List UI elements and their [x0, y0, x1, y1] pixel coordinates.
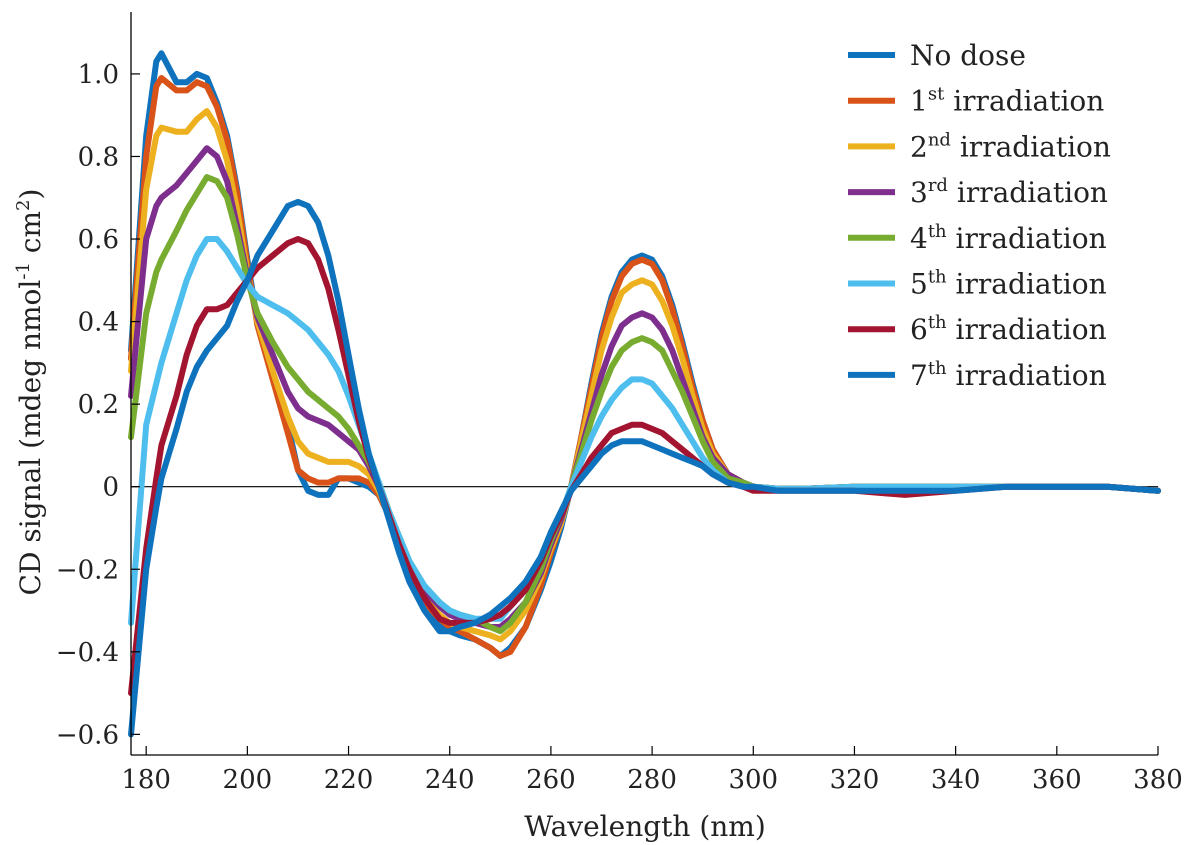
series-line-8: [128, 198, 1161, 738]
legend-label-main: 7: [910, 359, 928, 392]
x-axis-title: Wavelength (nm): [524, 810, 766, 843]
legend-label-sup: nd: [928, 129, 951, 150]
legend-label-8: 7th irradiation: [910, 358, 1107, 392]
y-tick-label: −0.4: [56, 638, 119, 668]
legend-label-main: 6: [910, 313, 928, 346]
legend-label-sup: st: [928, 84, 945, 105]
legend-label-sup: rd: [928, 175, 948, 196]
x-tick-label: 340: [931, 765, 981, 795]
legend-label-main: No dose: [910, 39, 1026, 72]
legend-label-5: 4th irradiation: [910, 221, 1107, 255]
legend-label-rest: irradiation: [947, 313, 1107, 346]
legend-label-main: 1: [910, 85, 928, 118]
x-tick-label: 380: [1133, 765, 1183, 795]
x-tick-label: 300: [728, 765, 778, 795]
y-axis-title-main: CD signal (mdeg nmol: [14, 280, 47, 596]
legend-label-rest: irradiation: [947, 222, 1107, 255]
legend-label-rest: irradiation: [948, 176, 1108, 209]
legend-label-4: 3rd irradiation: [910, 175, 1108, 209]
legend-label-6: 5th irradiation: [910, 267, 1107, 301]
legend-label-sup: th: [928, 312, 947, 333]
y-axis-title-sup1: -1: [13, 262, 34, 280]
legend-label-sup: th: [928, 267, 947, 288]
y-axis-title-mid: cm: [14, 211, 47, 262]
x-tick-label: 260: [526, 765, 576, 795]
x-tick-label: 200: [223, 765, 273, 795]
legend-label-rest: irradiation: [947, 359, 1107, 392]
legend-label-2: 1st irradiation: [910, 84, 1104, 118]
legend-label-main: 2: [910, 130, 928, 163]
x-tick-label: 360: [1032, 765, 1082, 795]
legend-label-sup: th: [928, 221, 947, 242]
x-tick-label: 220: [324, 765, 374, 795]
y-axis-title-sup2: 2: [13, 200, 34, 211]
x-tick-label: 240: [425, 765, 475, 795]
legend-label-1: No dose: [910, 39, 1026, 72]
y-tick-label: −0.2: [56, 555, 119, 585]
legend-label-main: 4: [910, 222, 928, 255]
y-tick-label: 1.0: [78, 60, 119, 90]
y-tick-label: −0.6: [56, 720, 119, 750]
legend-label-rest: irradiation: [947, 268, 1107, 301]
axes: 180 200 220 240 260 280 300 320 340 360 380−0.6−0.…: [56, 12, 1183, 795]
y-axis-title: CD signal (mdeg nmol-1 cm2): [13, 189, 47, 596]
legend-label-main: 5: [910, 268, 928, 301]
y-tick-label: 0.4: [78, 308, 119, 338]
series-line-7: [128, 236, 1161, 697]
y-tick-label: 0.6: [78, 225, 119, 255]
legend-label-sup: th: [928, 358, 947, 379]
legend-label-rest: irradiation: [951, 130, 1111, 163]
legend-label-3: 2nd irradiation: [910, 129, 1111, 163]
y-axis-title-end: ): [14, 189, 47, 200]
y-tick-label: 0.8: [78, 142, 119, 172]
series-line-5: [128, 174, 1161, 635]
plot-area: [128, 50, 1161, 738]
legend-label-rest: irradiation: [944, 85, 1104, 118]
x-tick-label: 280: [627, 765, 677, 795]
legend-label-main: 3: [910, 176, 928, 209]
y-tick-label: 0: [102, 473, 119, 503]
y-tick-label: 0.2: [78, 390, 119, 420]
legend-label-7: 6th irradiation: [910, 312, 1107, 346]
x-tick-label: 180: [121, 765, 171, 795]
x-tick-label: 320: [830, 765, 880, 795]
